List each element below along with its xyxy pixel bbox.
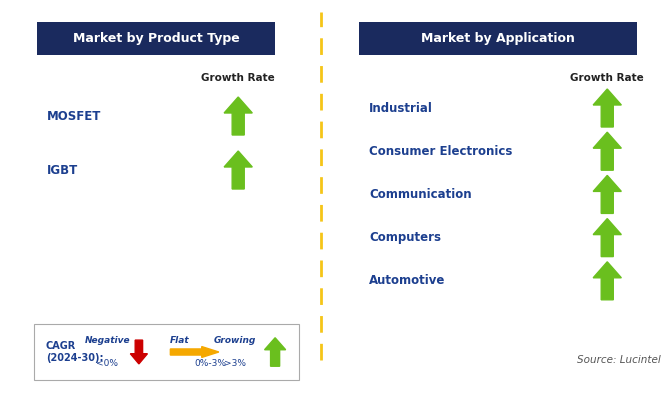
Polygon shape <box>224 97 252 135</box>
Text: Market by Application: Market by Application <box>421 32 575 45</box>
Text: Industrial: Industrial <box>369 102 433 114</box>
Text: Growth Rate: Growth Rate <box>570 73 644 83</box>
Text: Growing: Growing <box>213 336 256 345</box>
Text: Flat: Flat <box>170 336 190 345</box>
Polygon shape <box>224 151 252 189</box>
Polygon shape <box>593 218 621 257</box>
Polygon shape <box>130 340 148 364</box>
Text: MOSFET: MOSFET <box>47 110 101 122</box>
Polygon shape <box>593 262 621 300</box>
Text: Source: Lucintel: Source: Lucintel <box>577 355 661 365</box>
Polygon shape <box>170 346 219 358</box>
FancyBboxPatch shape <box>37 22 275 55</box>
FancyBboxPatch shape <box>34 324 299 380</box>
Text: Market by Product Type: Market by Product Type <box>72 32 240 45</box>
Text: Communication: Communication <box>369 188 472 201</box>
Polygon shape <box>593 132 621 170</box>
Text: Negative: Negative <box>85 336 130 345</box>
Polygon shape <box>593 175 621 213</box>
Text: Consumer Electronics: Consumer Electronics <box>369 145 513 158</box>
Text: Automotive: Automotive <box>369 274 446 287</box>
Text: Growth Rate: Growth Rate <box>201 73 275 83</box>
Text: >3%: >3% <box>224 359 246 368</box>
Text: IGBT: IGBT <box>47 164 79 176</box>
Polygon shape <box>593 89 621 127</box>
Text: 0%-3%: 0%-3% <box>194 359 226 368</box>
Text: <0%: <0% <box>97 359 118 368</box>
Text: CAGR
(2024-30):: CAGR (2024-30): <box>46 341 103 363</box>
FancyBboxPatch shape <box>359 22 637 55</box>
Text: Computers: Computers <box>369 231 441 244</box>
Polygon shape <box>264 338 286 366</box>
